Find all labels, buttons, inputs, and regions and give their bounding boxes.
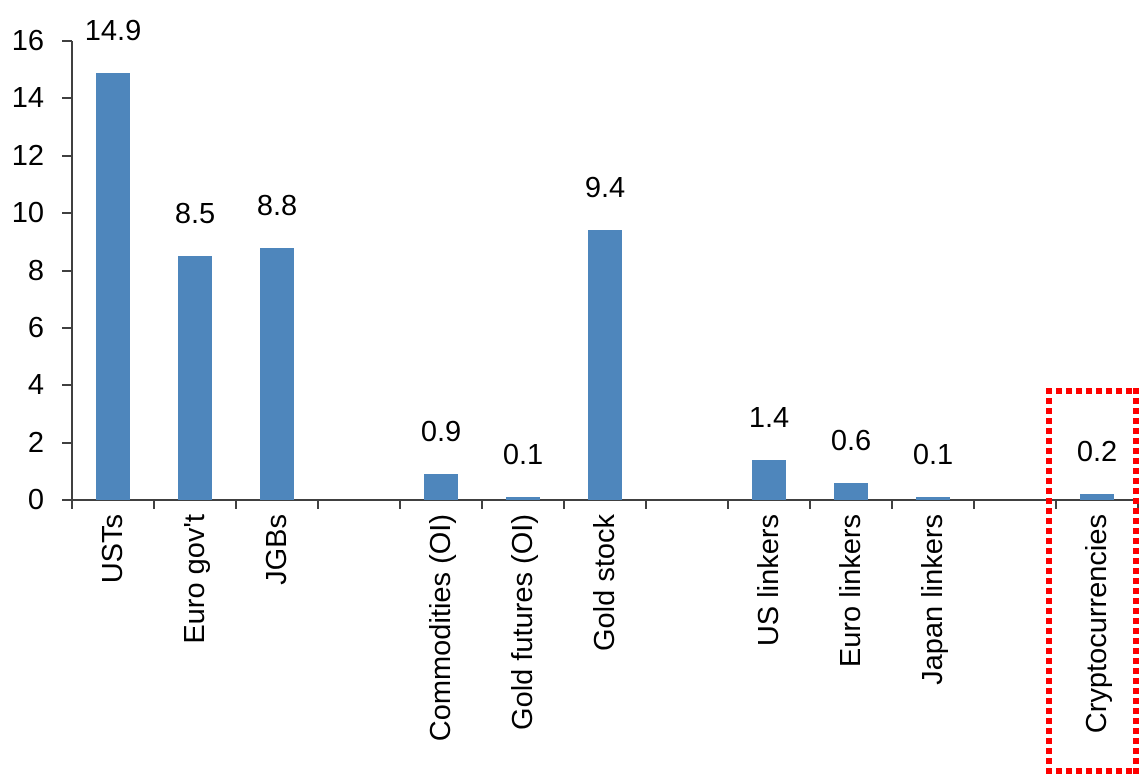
bar	[588, 230, 622, 500]
x-tick	[891, 500, 893, 509]
bar-value-label: 9.4	[584, 172, 626, 205]
bar-value-label: 1.4	[748, 401, 790, 434]
bar	[506, 497, 540, 500]
y-tick	[62, 97, 72, 100]
highlight-box	[1046, 388, 1139, 774]
bar	[260, 247, 294, 500]
y-tick	[62, 441, 72, 444]
y-tick-label: 12	[11, 139, 44, 172]
y-tick	[62, 269, 72, 272]
x-tick	[645, 500, 647, 509]
y-tick-label: 14	[11, 82, 44, 115]
y-tick-label: 8	[27, 254, 44, 287]
x-tick	[153, 500, 155, 509]
bar-value-label: 0.1	[502, 439, 544, 472]
bar	[96, 72, 130, 500]
category-label: Commodities (OI)	[425, 514, 457, 742]
y-tick	[62, 326, 72, 329]
bar-value-label: 0.1	[912, 439, 954, 472]
y-tick	[62, 154, 72, 157]
y-tick-label: 16	[11, 25, 44, 57]
bar-value-label: 0.6	[830, 424, 872, 457]
y-axis	[71, 41, 73, 509]
y-tick	[62, 384, 72, 387]
x-tick	[481, 500, 483, 509]
x-tick	[563, 500, 565, 509]
bar	[916, 497, 950, 500]
x-axis	[62, 499, 1138, 501]
bar	[752, 459, 786, 500]
category-label: Euro gov't	[179, 514, 211, 644]
x-tick	[235, 500, 237, 509]
y-tick-label: 6	[27, 311, 44, 344]
y-tick	[62, 499, 72, 501]
category-label: Japan linkers	[917, 514, 949, 685]
y-tick	[62, 40, 72, 42]
category-label: Euro linkers	[835, 514, 867, 668]
bar-value-label: 14.9	[84, 14, 142, 47]
bar	[178, 256, 212, 500]
category-label: JGBs	[261, 514, 293, 585]
y-tick	[62, 212, 72, 215]
x-tick	[399, 500, 401, 509]
x-tick	[809, 500, 811, 509]
x-tick	[317, 500, 319, 509]
category-label: USTs	[97, 514, 129, 584]
x-tick	[973, 500, 975, 509]
x-tick	[727, 500, 729, 509]
bar	[834, 482, 868, 500]
x-tick	[71, 500, 73, 509]
y-tick-label: 10	[11, 197, 44, 230]
bar-value-label: 0.9	[420, 416, 462, 449]
y-tick-label: 4	[27, 369, 44, 402]
bar-value-label: 8.8	[256, 189, 298, 222]
category-label: Gold stock	[589, 514, 621, 651]
bar-value-label: 8.5	[174, 198, 216, 231]
category-label: US linkers	[753, 514, 785, 647]
bar	[424, 474, 458, 500]
y-tick-label: 0	[27, 484, 44, 516]
y-tick-label: 2	[27, 426, 44, 459]
category-label: Gold futures (OI)	[507, 514, 539, 730]
